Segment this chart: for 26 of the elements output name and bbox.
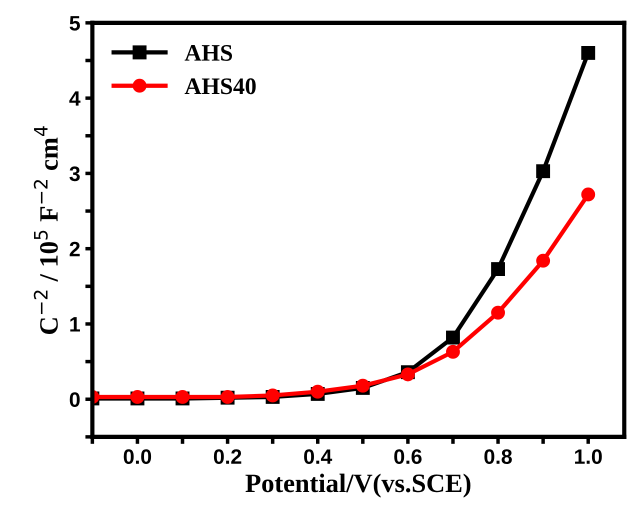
point xyxy=(310,384,325,399)
legend-label: AHS40 xyxy=(184,78,256,94)
y-tick-label: 0 xyxy=(70,392,80,407)
legend-label: AHS xyxy=(184,45,232,61)
x-tick-label: 0.4 xyxy=(304,449,332,464)
y-tick-label: 4 xyxy=(69,91,80,106)
y-tick-label: 1 xyxy=(70,317,80,332)
point xyxy=(536,164,550,178)
point xyxy=(446,330,460,344)
y-tick-label: 2 xyxy=(70,242,80,256)
point xyxy=(536,254,550,268)
x-tick-label: 1.0 xyxy=(575,449,602,464)
x-tick-label: 0.0 xyxy=(124,449,152,464)
point xyxy=(491,262,505,276)
y-tick-label: 3 xyxy=(69,166,80,182)
x-tick-label: 0.6 xyxy=(394,449,422,464)
x-tick-label: 0.8 xyxy=(484,449,512,464)
point xyxy=(446,344,460,359)
point xyxy=(581,188,596,202)
y-axis-title: C$^{−2}$ / 10$^{5}$ F$^{−2}$ cm$^{4}$ xyxy=(34,126,58,334)
point xyxy=(356,378,370,393)
y-tick-label: 5 xyxy=(70,16,80,31)
point xyxy=(581,46,596,60)
point xyxy=(491,306,505,320)
x-tick-label: 0.2 xyxy=(214,449,242,464)
x-axis-title: Potential/V(vs.SCE) xyxy=(246,474,470,498)
